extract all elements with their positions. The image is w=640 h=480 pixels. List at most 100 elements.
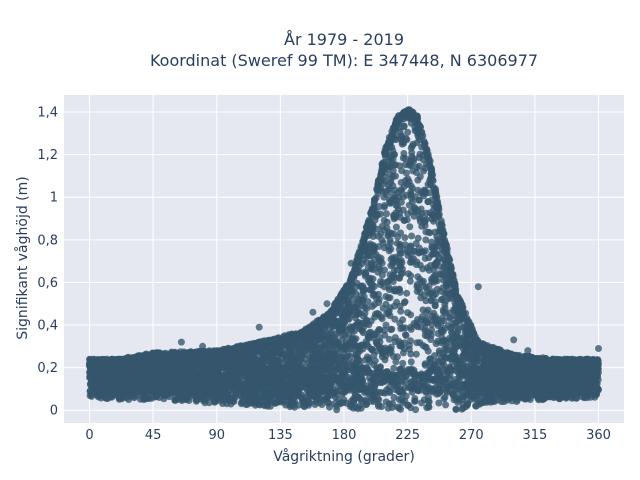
data-point	[333, 330, 340, 338]
data-point	[392, 223, 400, 231]
data-point	[387, 245, 395, 253]
data-point	[412, 169, 420, 176]
data-point	[420, 248, 428, 256]
data-point	[390, 364, 398, 372]
data-point	[414, 207, 421, 215]
data-point	[426, 189, 433, 197]
data-point	[397, 342, 405, 350]
data-point	[408, 194, 415, 202]
data-points	[86, 106, 602, 414]
data-point	[346, 323, 354, 331]
data-point	[374, 309, 381, 317]
data-point	[384, 309, 392, 317]
data-point	[371, 357, 379, 365]
data-point	[380, 193, 388, 201]
data-point	[399, 349, 407, 357]
data-point	[428, 215, 436, 223]
data-point	[86, 392, 94, 400]
data-point	[391, 315, 399, 323]
data-point	[388, 404, 396, 411]
chart-title-line-2: Koordinat (Sweref 99 TM): E 347448, N 63…	[150, 51, 538, 70]
data-point	[409, 255, 417, 262]
data-point	[264, 351, 271, 359]
data-point	[413, 283, 421, 290]
data-point	[404, 175, 412, 183]
data-point	[368, 346, 376, 354]
data-point	[359, 345, 367, 353]
data-point	[396, 319, 404, 327]
data-point	[387, 326, 395, 334]
data-point	[426, 290, 434, 298]
data-point	[397, 257, 405, 264]
data-point	[462, 403, 470, 411]
data-point	[402, 331, 409, 339]
data-point	[408, 232, 416, 240]
data-point	[418, 313, 426, 321]
data-point	[357, 319, 365, 327]
data-point	[406, 337, 414, 345]
data-point	[375, 396, 383, 404]
data-point	[391, 302, 398, 310]
data-point	[425, 398, 433, 406]
data-point	[401, 161, 409, 169]
data-point	[338, 336, 346, 344]
data-point	[417, 294, 425, 302]
data-point	[341, 331, 349, 339]
data-point	[441, 345, 449, 353]
data-point	[381, 266, 388, 274]
data-point	[383, 210, 390, 218]
data-point	[440, 308, 447, 316]
data-point	[302, 355, 310, 363]
data-point	[260, 358, 268, 366]
data-point	[435, 357, 443, 365]
data-point	[321, 336, 329, 344]
data-point	[339, 399, 347, 407]
data-point	[422, 215, 430, 223]
data-point	[407, 272, 415, 280]
data-point	[400, 216, 408, 224]
data-point	[445, 294, 453, 302]
data-point	[378, 236, 386, 244]
data-point	[363, 340, 371, 348]
data-point	[370, 351, 378, 359]
data-point	[347, 401, 355, 409]
data-point	[437, 339, 445, 347]
data-point	[381, 356, 389, 364]
data-point	[345, 300, 352, 307]
data-point	[413, 339, 421, 347]
data-point	[386, 294, 394, 302]
data-point	[401, 234, 409, 242]
data-point	[224, 396, 232, 404]
data-point	[435, 399, 443, 407]
data-point	[305, 399, 313, 407]
data-point	[442, 401, 450, 409]
data-point	[399, 399, 407, 407]
data-point	[424, 319, 431, 327]
data-point	[432, 298, 439, 306]
data-point	[437, 250, 445, 257]
data-point	[460, 393, 468, 401]
data-point	[356, 325, 364, 333]
data-point	[404, 128, 412, 136]
data-point	[461, 342, 469, 350]
data-point	[432, 318, 440, 325]
data-point	[422, 343, 430, 351]
data-point	[405, 201, 413, 209]
data-point	[413, 287, 421, 295]
data-point	[449, 335, 456, 343]
data-point	[450, 347, 458, 355]
data-point	[422, 209, 430, 217]
data-point	[392, 172, 399, 180]
data-point	[404, 248, 412, 256]
data-point	[387, 262, 395, 270]
data-point	[395, 246, 403, 253]
data-point	[385, 196, 393, 204]
data-point	[390, 273, 398, 281]
data-point	[302, 347, 310, 355]
data-point	[371, 301, 378, 308]
data-point	[375, 263, 383, 271]
data-point	[150, 393, 158, 401]
data-point	[385, 286, 393, 294]
data-point	[425, 228, 433, 236]
data-point	[357, 395, 364, 403]
